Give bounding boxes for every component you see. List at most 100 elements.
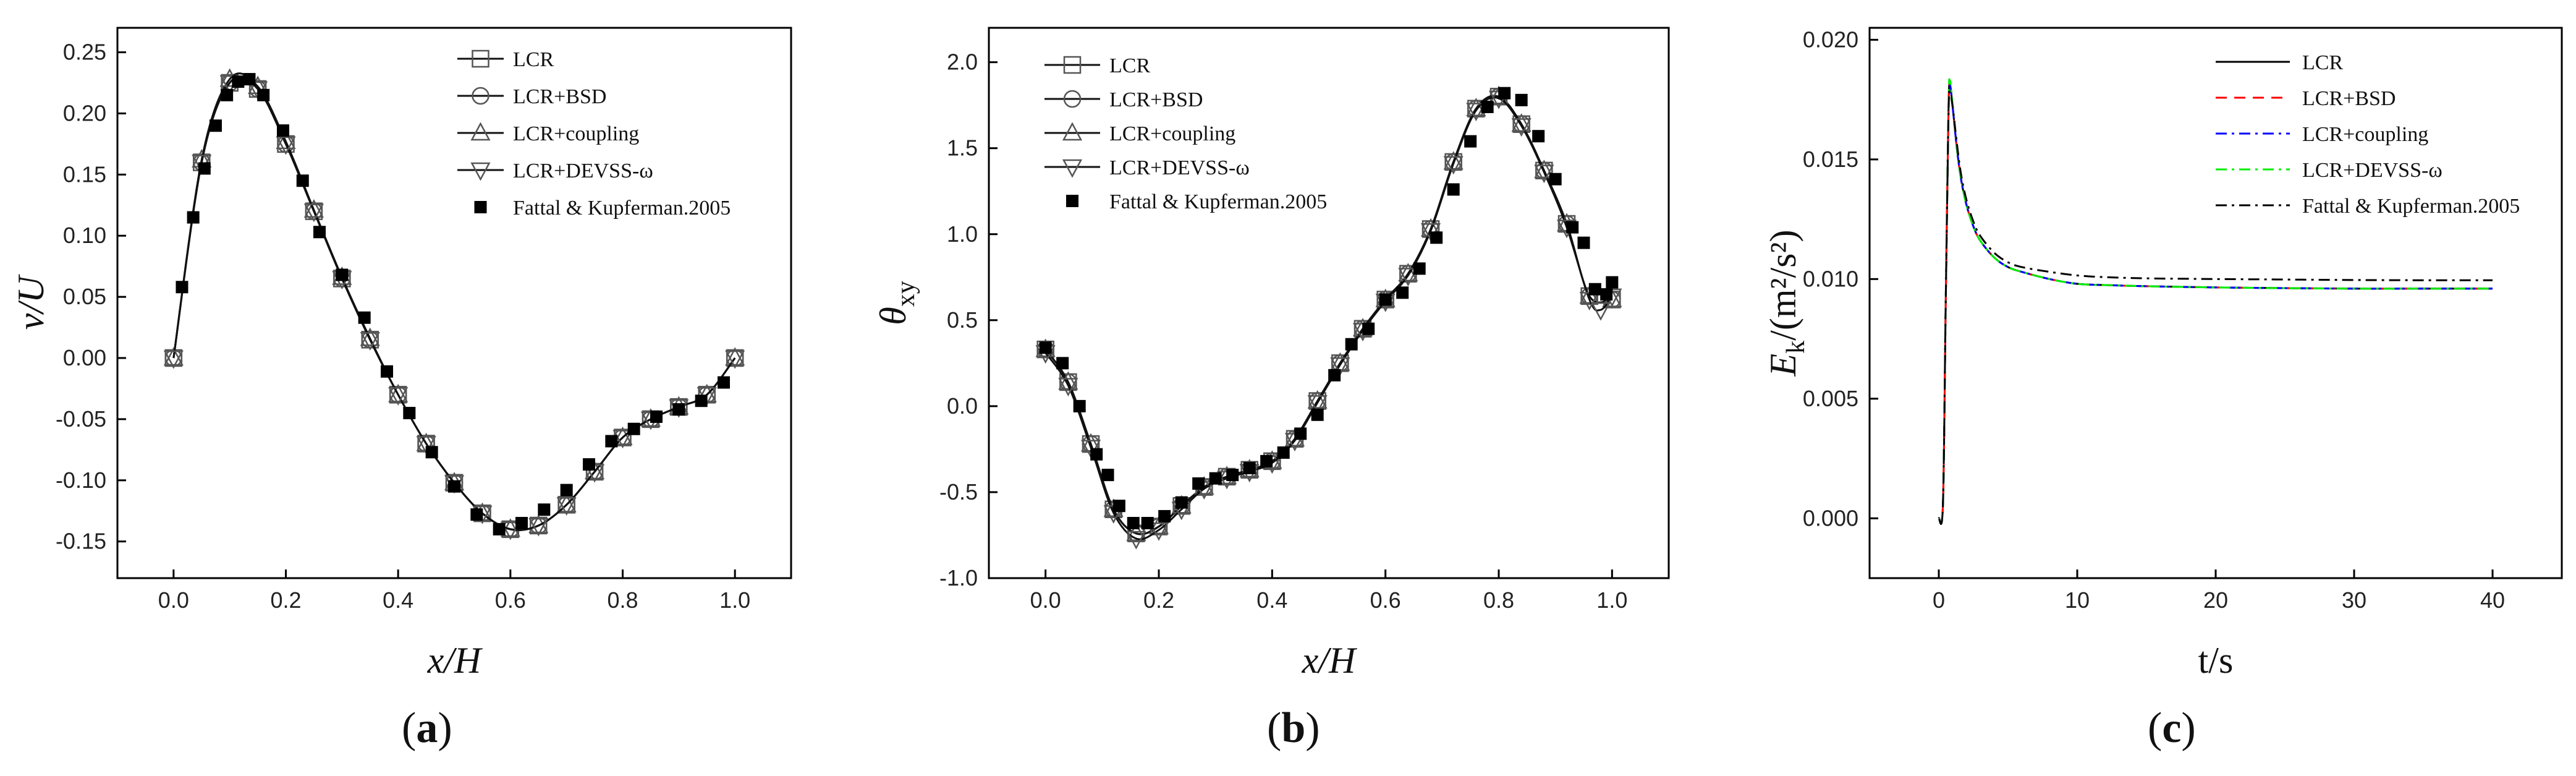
series-c	[1938, 78, 2493, 525]
point-a-lcr-coupling-0	[163, 347, 184, 366]
xtick-label-b-4: 0.8	[1483, 587, 1514, 613]
panel-b: 0.0 0.2 0.4 0.6 0.8 1.0 -1.0 -0.5 0.0 0.5 1.0 1.5 2.…	[873, 27, 1670, 752]
point-a-fattal-kupferman-2005-6	[243, 73, 256, 86]
point-b-fattal-kupferman-2005-22	[1396, 286, 1409, 299]
point-b-fattal-kupferman-2005-4	[1101, 469, 1114, 482]
xtick-label-b-0: 0.0	[1030, 587, 1061, 613]
point-b-lcr-devss-25	[1590, 302, 1611, 321]
point-b-lcr-devss-4	[1126, 531, 1146, 550]
point-a-fattal-kupferman-2005-0	[176, 281, 189, 294]
legend-label-b-fattal-kupferman-2005: Fattal & Kupferman.2005	[1109, 190, 1327, 213]
ytick-label-b-6: 2.0	[947, 49, 978, 75]
point-b-fattal-kupferman-2005-36	[1606, 276, 1619, 289]
ytick-label-a-0: -0.15	[56, 529, 106, 554]
ticks-a: 0.0 0.2 0.4 0.6 0.8 1.0 -0.15 -0.10 -0.05 0.00 0.0…	[56, 40, 750, 613]
ylabel-c-units: /(m²/s²)	[1763, 230, 1803, 341]
point-b-fattal-kupferman-2005-8	[1158, 510, 1171, 522]
ytick-label-c-3: 0.015	[1803, 147, 1858, 172]
point-b-fattal-kupferman-2005-29	[1515, 93, 1528, 106]
legend-label-c-lcr-devss: LCR+DEVSS-ω	[2302, 159, 2443, 182]
point-b-fattal-kupferman-2005-5	[1112, 500, 1125, 513]
legend-marker-a-fattal-kupferman-2005	[474, 201, 487, 213]
point-b-fattal-kupferman-2005-3	[1090, 448, 1103, 461]
xtick-label-c-0: 0	[1933, 587, 1945, 613]
xtick-label-c-3: 30	[2342, 587, 2366, 613]
xtick-label-b-5: 1.0	[1596, 587, 1627, 613]
xtick-label-a-1: 0.2	[270, 587, 301, 613]
point-a-lcr-devss-16	[612, 430, 633, 449]
plot-frame-c	[1868, 27, 2563, 579]
xtick-label-a-0: 0.0	[158, 587, 189, 613]
ylabel-c: Ek/(m²/s²)	[1763, 230, 1810, 377]
legend-label-c-lcr: LCR	[2302, 51, 2343, 74]
point-b-fattal-kupferman-2005-11	[1209, 472, 1222, 485]
legend-label-b-lcr-coupling: LCR+coupling	[1109, 122, 1235, 145]
legend-marker-b-lcr-coupling	[1062, 122, 1083, 141]
point-a-lcr-devss-14	[556, 497, 577, 516]
point-a-fattal-kupferman-2005-3	[209, 119, 222, 132]
point-a-fattal-kupferman-2005-23	[605, 435, 618, 448]
point-b-fattal-kupferman-2005-2	[1073, 399, 1086, 412]
legend-label-a-lcr: LCR	[513, 48, 554, 71]
ytick-label-a-3: 0.00	[63, 345, 106, 370]
panel-label-b: (b)	[1267, 704, 1320, 752]
point-b-fattal-kupferman-2005-12	[1226, 469, 1239, 482]
legend-c: LCR LCR+BSD LCR+coupling LCR+DEVSS-ω Fattal …	[2216, 51, 2520, 218]
legend-marker-b-lcr-bsd	[1063, 90, 1082, 108]
point-a-fattal-kupferman-2005-20	[538, 503, 551, 516]
legend-marker-a-lcr-devss	[470, 162, 491, 181]
legend-label-c-lcr-bsd: LCR+BSD	[2302, 87, 2396, 110]
point-a-fattal-kupferman-2005-4	[221, 88, 234, 101]
point-b-fattal-kupferman-2005-19	[1345, 338, 1358, 351]
point-a-lcr-devss-0	[163, 350, 184, 369]
ytick-label-b-1: -0.5	[939, 479, 978, 505]
plot-frame-a	[116, 27, 792, 579]
ytick-label-b-4: 1.0	[947, 221, 978, 247]
point-a-lcr-devss-9	[416, 436, 436, 455]
point-b-lcr-devss-22	[1534, 164, 1554, 184]
legend-label-a-lcr-devss: LCR+DEVSS-ω	[513, 160, 653, 182]
point-b-fattal-kupferman-2005-10	[1192, 477, 1205, 490]
point-b-lcr-devss-18	[1443, 156, 1464, 175]
point-a-fattal-kupferman-2005-26	[672, 403, 685, 416]
point-a-fattal-kupferman-2005-7	[257, 88, 270, 101]
line-a-lcr	[172, 75, 736, 531]
xlabel-a: x/H	[427, 640, 483, 681]
point-b-fattal-kupferman-2005-14	[1260, 454, 1273, 467]
point-b-lcr-devss-13	[1330, 357, 1350, 376]
point-b-fattal-kupferman-2005-1	[1056, 357, 1069, 370]
point-b-lcr-coupling-21	[1511, 113, 1532, 132]
legend-a: LCR LCR+BSD LCR+coupling LCR+DEVSS-ω Fattal …	[457, 48, 731, 220]
series-b	[1035, 85, 1622, 550]
point-a-fattal-kupferman-2005-5	[232, 75, 245, 88]
point-a-lcr-coupling-4	[276, 130, 296, 150]
point-b-fattal-kupferman-2005-17	[1311, 408, 1324, 421]
line-a-lcr-coupling	[172, 72, 736, 531]
point-b-fattal-kupferman-2005-34	[1588, 283, 1601, 296]
point-a-fattal-kupferman-2005-19	[515, 517, 528, 529]
point-a-fattal-kupferman-2005-18	[493, 522, 506, 535]
point-a-lcr-coupling-5	[303, 199, 324, 218]
point-b-lcr-coupling-5	[1148, 515, 1169, 534]
legend-label-b-lcr-devss: LCR+DEVSS-ω	[1109, 156, 1250, 179]
point-b-fattal-kupferman-2005-28	[1498, 87, 1511, 100]
point-a-lcr-devss-12	[500, 521, 520, 540]
ytick-label-c-0: 0.000	[1803, 505, 1858, 531]
point-a-lcr-coupling-14	[556, 493, 577, 513]
legend-marker-a-lcr	[472, 49, 489, 68]
point-b-fattal-kupferman-2005-18	[1328, 369, 1341, 382]
point-b-fattal-kupferman-2005-21	[1379, 293, 1392, 306]
point-b-fattal-kupferman-2005-27	[1481, 100, 1494, 113]
point-a-fattal-kupferman-2005-9	[296, 174, 309, 187]
point-a-fattal-kupferman-2005-10	[313, 226, 326, 239]
point-a-lcr-devss-5	[303, 203, 324, 223]
point-a-lcr-devss-4	[276, 136, 296, 155]
point-b-fattal-kupferman-2005-26	[1464, 135, 1477, 148]
line-c-lcr-bsd	[1938, 83, 2493, 525]
point-b-fattal-kupferman-2005-32	[1566, 221, 1579, 234]
ylabel-a: v/U	[11, 274, 51, 330]
point-b-fattal-kupferman-2005-13	[1243, 462, 1256, 474]
point-b-lcr-coupling-12	[1307, 390, 1328, 409]
